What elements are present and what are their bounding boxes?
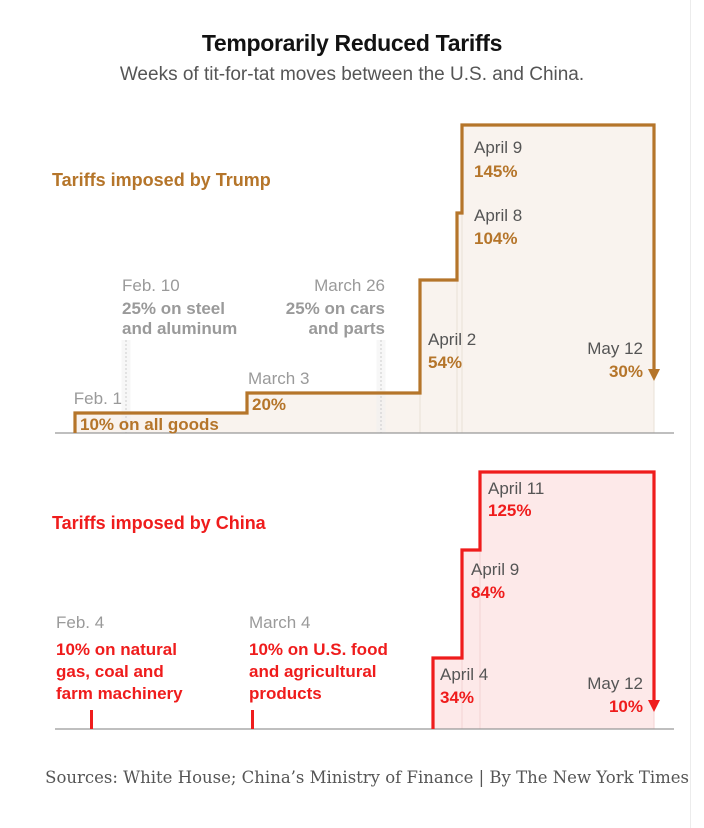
china-step-label-apr9: 84% [471,583,505,602]
right-rule [690,0,691,828]
china-step-label-apr11: 125% [488,501,531,520]
china-panel: Tariffs imposed by China Feb. 4 10% on n… [52,470,674,730]
china-mar4-label-2: and agricultural [249,662,377,681]
us-step-line [73,123,656,433]
china-mar4-date: March 4 [249,613,310,632]
us-panel: Tariffs imposed by Trump Feb. 10 2 [52,123,674,434]
us-step-label-may12: 30% [609,362,643,381]
china-feb4-date: Feb. 4 [56,613,104,632]
china-feb4-label-1: 10% on natural [56,640,177,659]
steel-date: Feb. 10 [122,276,180,295]
china-mar4-label-3: products [249,684,322,703]
us-step-date-may12: May 12 [587,339,643,358]
us-step-date-apr8: April 8 [474,206,522,225]
us-step-date-feb1: Feb. 1 [74,389,122,408]
us-step-date-apr9: April 9 [474,138,522,157]
us-step-date-apr2: April 2 [428,330,476,349]
china-step-date-apr11: April 11 [488,479,544,498]
chart-subtitle: Weeks of tit-for-tat moves between the U… [119,64,585,85]
china-feb4-bar [90,710,93,729]
us-step-label-feb1: 10% on all goods [80,415,219,434]
china-mar4-label-1: 10% on U.S. food [249,640,388,659]
china-feb4-label-2: gas, coal and [56,662,164,681]
china-step-date-apr4: April 4 [440,665,488,684]
china-mar4-bar [251,710,254,729]
china-panel-title: Tariffs imposed by China [52,513,267,533]
china-step-line [431,470,656,729]
steel-label-1: 25% on steel [122,299,225,318]
us-step-label-apr2: 54% [428,353,462,372]
china-step-label-apr4: 34% [440,688,474,707]
china-step-label-may12: 10% [609,697,643,716]
chart-title: Temporarily Reduced Tariffs [201,30,503,56]
us-area-fill [75,125,654,433]
china-area-fill [433,472,654,729]
china-step-date-apr9: April 9 [471,560,519,579]
china-down-arrow [648,700,660,712]
us-step-date-mar3: March 3 [248,369,309,388]
us-step-label-mar3: 20% [252,395,286,414]
china-feb4-label-3: farm machinery [56,684,183,703]
us-step-label-apr9: 145% [474,162,517,181]
cars-label-1: 25% on cars [286,299,385,318]
source-note: Sources: White House; China’s Ministry o… [45,768,689,787]
cars-date: March 26 [314,276,385,295]
us-down-arrow [648,369,660,381]
us-panel-title: Tariffs imposed by Trump [52,170,271,190]
us-step-label-apr8: 104% [474,229,517,248]
cars-label-2: and parts [308,319,385,338]
china-step-date-may12: May 12 [587,674,643,693]
steel-label-2: and aluminum [122,319,237,338]
